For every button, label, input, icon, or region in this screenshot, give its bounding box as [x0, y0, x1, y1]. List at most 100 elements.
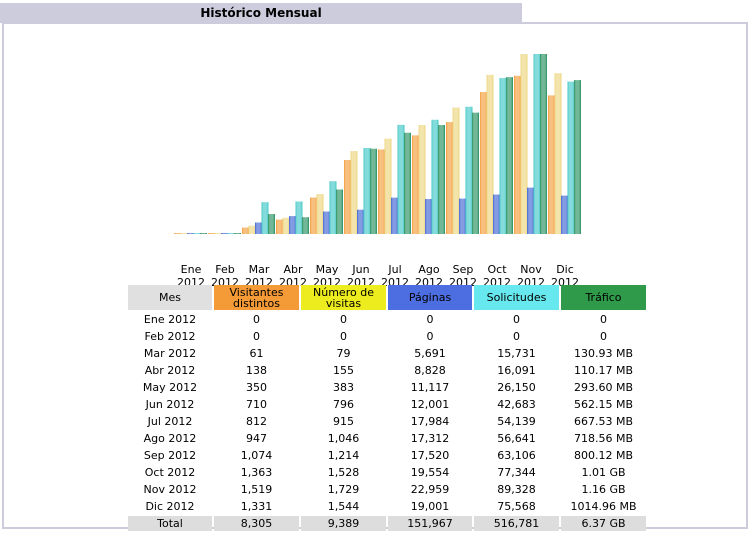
bar-shade: [540, 54, 547, 234]
table-body: Ene 2012 0 0 0 0 0 Feb 2012 0 0 0 0 0 Mar 2012 61 79 5,…: [128, 312, 646, 531]
bar-shade: [438, 125, 445, 234]
value-cell: 110.17 MB: [573, 364, 634, 377]
value-cell: 1,214: [327, 449, 360, 462]
bar-shade: [295, 201, 303, 234]
bar-shade: [276, 219, 283, 234]
bar-shade: [459, 198, 466, 234]
value-cell: 77,344: [497, 466, 536, 479]
total-label: Total: [128, 516, 212, 531]
month-label-name: Feb: [215, 263, 235, 276]
table-row: Ago 2012 947 1,046 17,312 56,641 718.56 MB: [128, 431, 646, 446]
bar-shade: [193, 233, 201, 234]
value-cell: 8,828: [414, 364, 446, 377]
bar-shade: [554, 73, 562, 234]
header-pages: Páginas: [388, 285, 472, 310]
total-value: 8,305: [214, 516, 299, 531]
month-label-name: Sep: [452, 263, 474, 276]
bar-shade: [431, 119, 439, 234]
value-cell: 710: [246, 398, 267, 411]
value-cell: 0: [340, 313, 347, 326]
bar-shade: [180, 233, 188, 234]
month-cell: Mar 2012: [143, 347, 197, 360]
header-visits: Número de visitas: [301, 285, 386, 310]
bar-shade: [289, 216, 296, 234]
month-label-name: Ago: [418, 263, 440, 276]
value-cell: 0: [600, 330, 607, 343]
value-cell: 562.15 MB: [573, 398, 634, 411]
value-cell: 812: [246, 415, 267, 428]
value-cell: 0: [426, 313, 434, 326]
bar-shade: [357, 209, 364, 234]
value-cell: 1,331: [240, 500, 273, 513]
total-value: 6.37 GB: [561, 516, 646, 531]
month-cell: Ago 2012: [143, 432, 197, 445]
bar-shade: [350, 151, 358, 234]
value-cell: 61: [249, 347, 264, 360]
table-row: Mar 2012 61 79 5,691 15,731 130.93 MB: [128, 346, 646, 361]
value-cell: 1,729: [327, 483, 360, 496]
bar-shade: [506, 77, 513, 234]
value-cell: 89,328: [497, 483, 536, 496]
bar-shade: [248, 225, 256, 234]
month-label-name: Mar: [248, 263, 270, 276]
bar-shade: [391, 197, 398, 234]
month-cell: Nov 2012: [143, 483, 197, 496]
month-cell: Abr 2012: [144, 364, 196, 377]
monthly-stats-table: Mes Visitantes distintos Número de visit…: [126, 283, 648, 533]
month-label-name: Oct: [487, 263, 507, 276]
total-value: 516,781: [474, 516, 559, 531]
value-cell: 26,150: [497, 381, 536, 394]
bar-shade: [234, 233, 241, 234]
bar-shade: [567, 81, 575, 235]
bar-shade: [310, 197, 317, 234]
month-cell: May 2012: [142, 381, 198, 394]
total-value: 151,967: [388, 516, 472, 531]
month-label-name: Jul: [388, 263, 402, 276]
month-label-name: Jun: [352, 263, 370, 276]
monthly-history-panel: Ene 2012 Feb 2012 Mar 2012 Abr 2012 May 2012 Jun 20…: [2, 22, 748, 531]
value-cell: 130.93 MB: [573, 347, 634, 360]
month-label-name: May: [315, 263, 339, 276]
bar-shade: [446, 122, 453, 234]
bar-shade: [418, 125, 426, 234]
value-cell: 56,641: [497, 432, 536, 445]
value-cell: 796: [333, 398, 354, 411]
header-hits: Solicitudes: [474, 285, 559, 310]
month-cell: Sep 2012: [143, 449, 197, 462]
header-mes: Mes: [128, 285, 212, 310]
table-row: Abr 2012 138 155 8,828 16,091 110.17 MB: [128, 363, 646, 378]
value-cell: 16,091: [497, 364, 536, 377]
bar-shade: [384, 138, 392, 234]
bar-shade: [363, 147, 371, 234]
bar-shade: [323, 211, 330, 234]
bar-shade: [452, 107, 460, 234]
bar-chart-svg: [174, 54, 581, 235]
value-cell: 0: [340, 330, 347, 343]
table-row: Nov 2012 1,519 1,729 22,959 89,328 1.16 GB: [128, 482, 646, 497]
month-cell: Oct 2012: [144, 466, 196, 479]
bar-shade: [227, 233, 235, 234]
bar-shade: [548, 95, 555, 234]
value-cell: 350: [246, 381, 267, 394]
month-cell: Ene 2012: [143, 313, 197, 326]
bar-shade: [261, 202, 269, 234]
bar-shade: [370, 148, 377, 234]
value-cell: 54,139: [497, 415, 536, 428]
value-cell: 0: [600, 313, 607, 326]
value-cell: 667.53 MB: [573, 415, 634, 428]
bar-shade: [486, 74, 494, 235]
value-cell: 718.56 MB: [573, 432, 634, 445]
value-cell: 22,959: [410, 483, 450, 496]
bar-shade: [412, 135, 419, 234]
bar-shade: [208, 233, 215, 234]
bar-shade: [425, 199, 432, 234]
value-cell: 1,363: [240, 466, 273, 479]
value-cell: 19,001: [410, 500, 450, 513]
value-cell: 0: [253, 330, 260, 343]
bar-shade: [533, 54, 541, 234]
bar-shade: [520, 54, 528, 234]
table-row: Jul 2012 812 915 17,984 54,139 667.53 MB: [128, 414, 646, 429]
bar-shade: [316, 194, 324, 234]
value-cell: 17,312: [410, 432, 450, 445]
value-cell: 1.16 GB: [581, 483, 626, 496]
